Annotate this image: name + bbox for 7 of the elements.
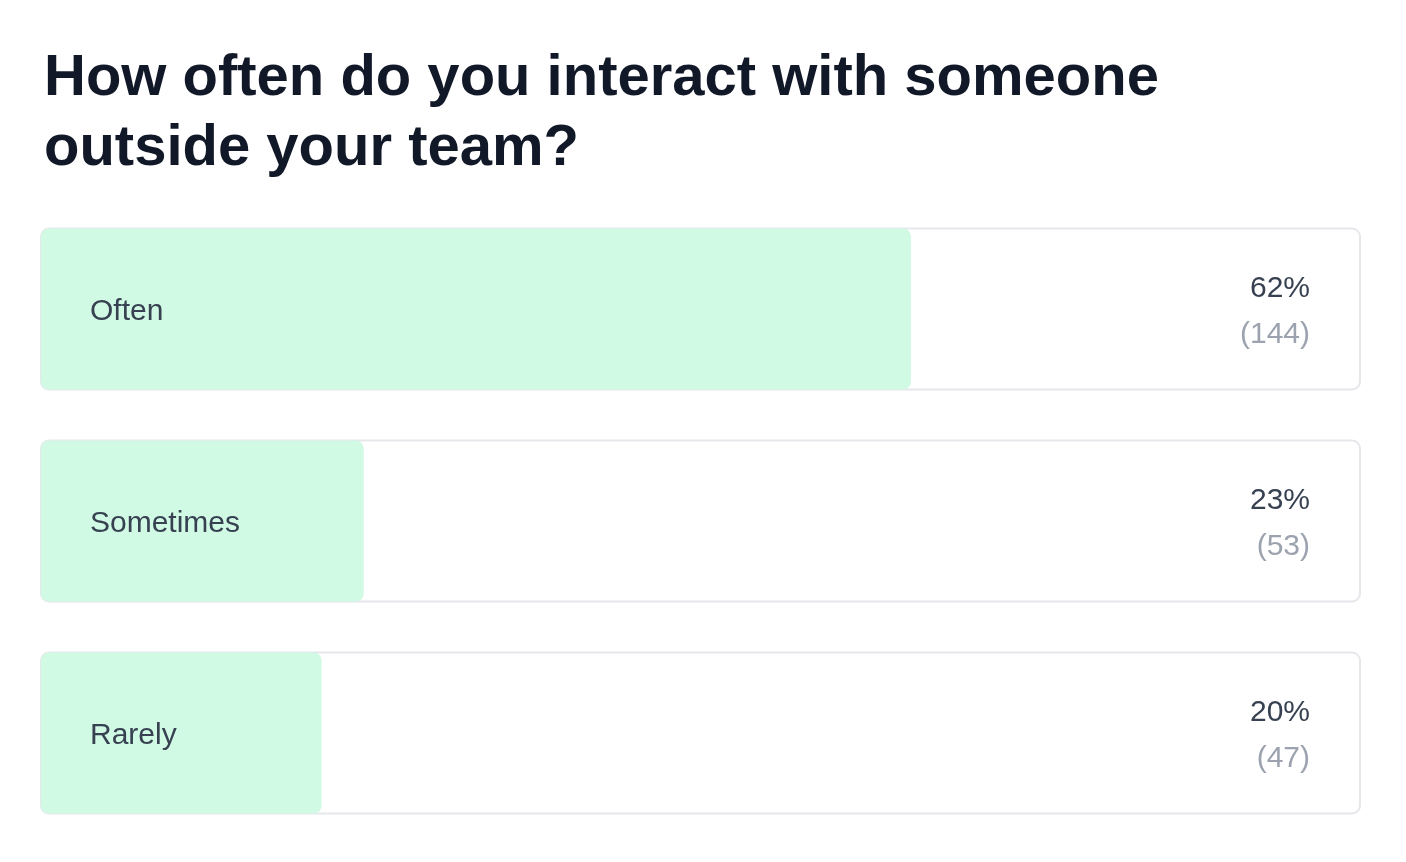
data-label: 23% (53) bbox=[1249, 481, 1310, 561]
data-label: 20% (47) bbox=[1249, 693, 1310, 773]
data-label: 62% (144) bbox=[1239, 269, 1310, 349]
y-tick-label: Rarely bbox=[90, 716, 177, 750]
chart-title: How often do you interact with someone outside your team? bbox=[44, 41, 1159, 177]
y-tick-label: Sometimes bbox=[90, 504, 241, 538]
y-tick-label: Often bbox=[90, 292, 164, 326]
